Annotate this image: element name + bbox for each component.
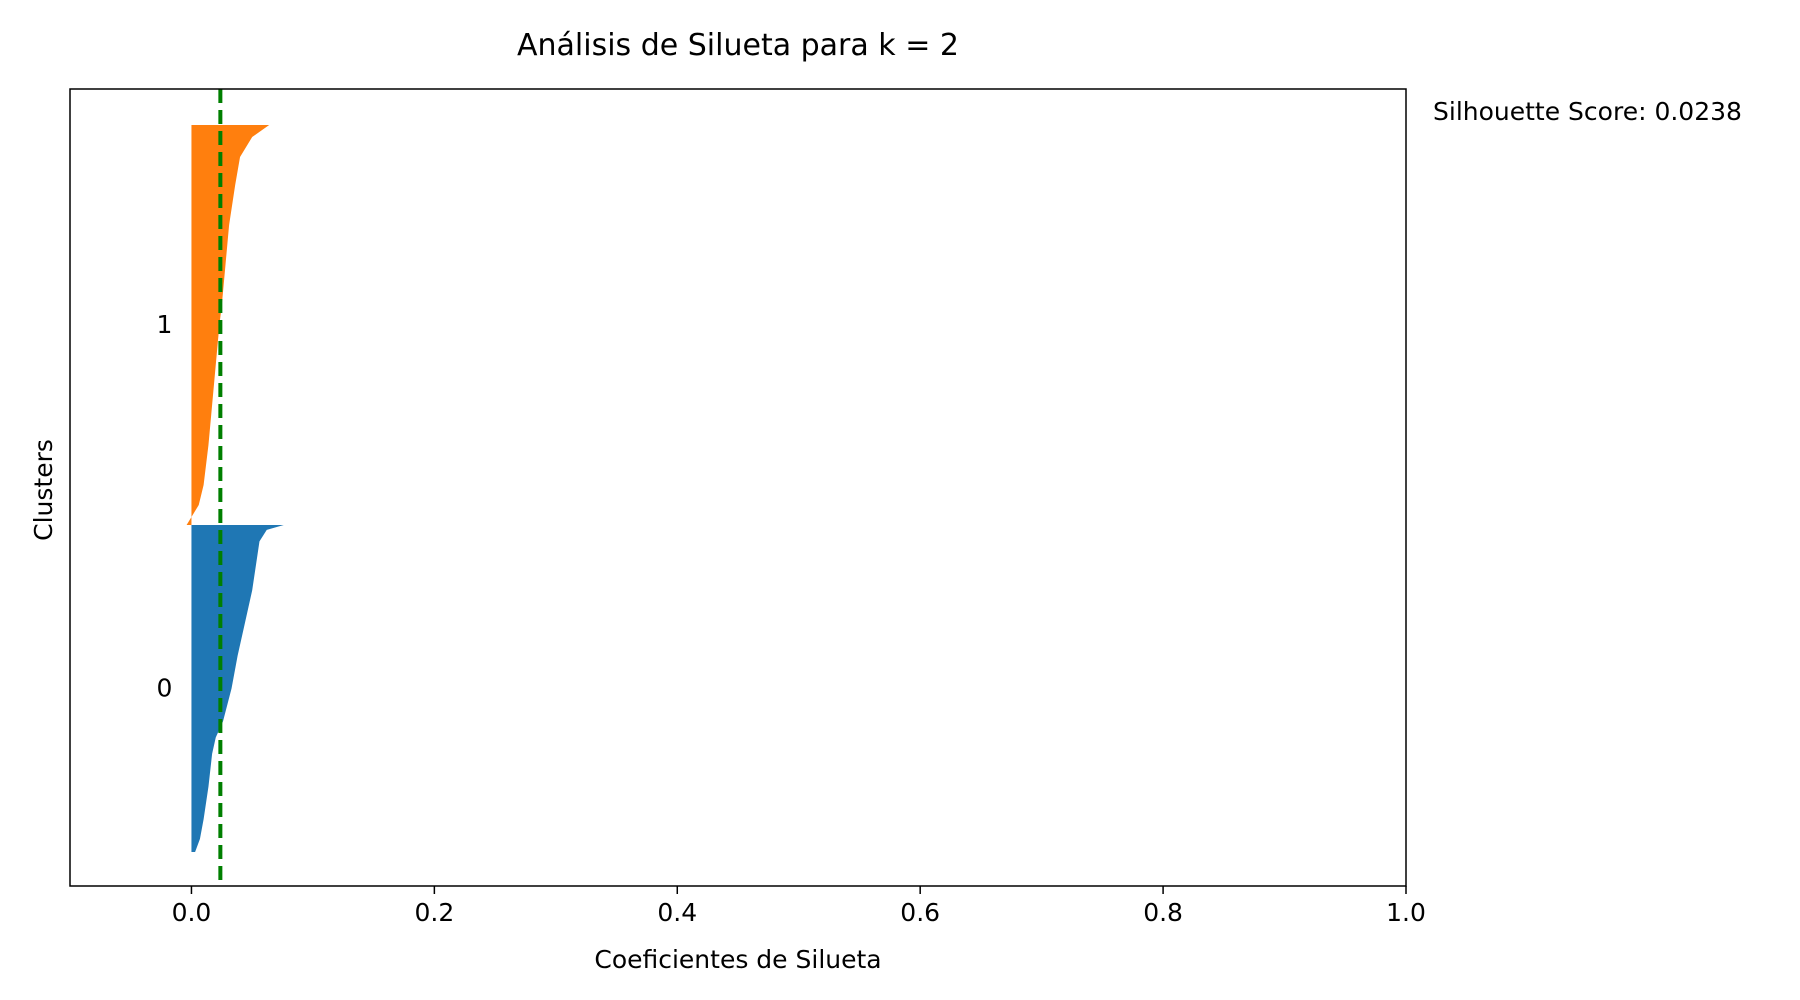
cluster-label-0: 0 <box>157 674 173 703</box>
cluster-labels: 01 <box>157 310 173 703</box>
x-tick-label: 0.4 <box>657 898 697 927</box>
x-tick-label: 0.8 <box>1143 898 1183 927</box>
axes-frame <box>69 88 1407 887</box>
x-tick-label: 0.6 <box>900 898 940 927</box>
x-axis-label: Coeficientes de Silueta <box>594 945 881 974</box>
x-tick-label: 0.2 <box>414 898 454 927</box>
plot-area <box>186 89 284 886</box>
x-tick-label: 1.0 <box>1386 898 1426 927</box>
silhouette-score-annotation: Silhouette Score: 0.0238 <box>1433 97 1742 126</box>
y-axis-label: Clusters <box>29 439 58 541</box>
silhouette-cluster-1 <box>186 125 270 525</box>
cluster-label-1: 1 <box>157 310 173 339</box>
x-axis-ticks: 0.0 0.2 0.4 0.6 0.8 1.0 <box>172 886 1426 927</box>
chart-title: Análisis de Silueta para k = 2 <box>517 28 959 63</box>
x-tick-label: 0.0 <box>172 898 212 927</box>
silhouette-cluster-0 <box>191 525 284 852</box>
